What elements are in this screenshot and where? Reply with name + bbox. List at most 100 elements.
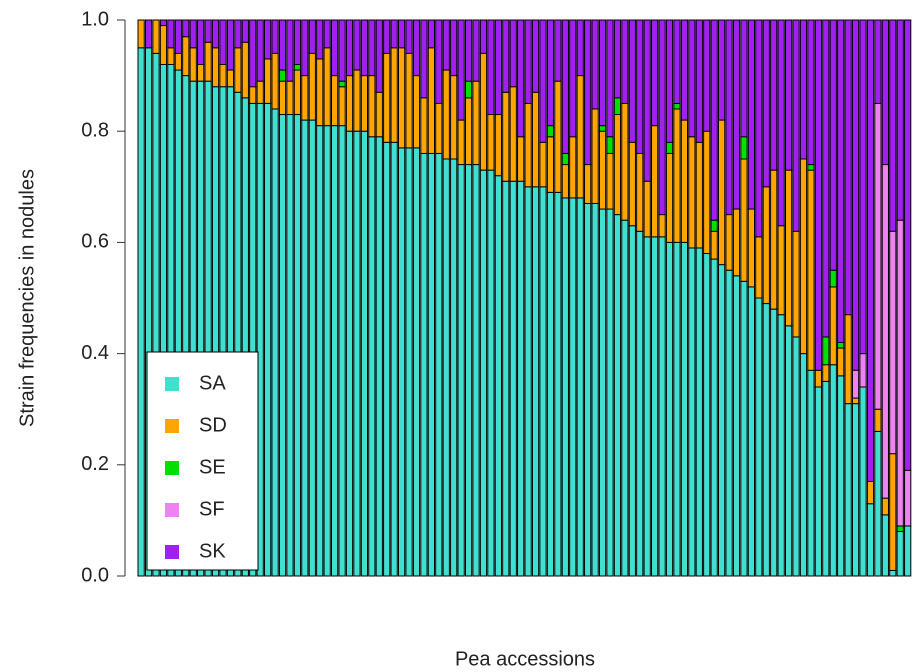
bar-segment (293, 19, 302, 65)
bar-segment (762, 303, 770, 577)
bar-segment (397, 147, 406, 577)
bar-segment (606, 136, 614, 154)
bar-segment (435, 19, 443, 104)
bar-segment (665, 152, 674, 243)
bar-segment (851, 397, 860, 405)
bar-segment (338, 80, 346, 88)
bar-segment (740, 19, 748, 138)
bar-segment (301, 119, 309, 577)
bar-segment (673, 102, 681, 110)
bar-segment (278, 114, 287, 577)
bar-segment (412, 75, 421, 149)
bar-segment (732, 275, 741, 577)
bar-segment (718, 119, 726, 266)
legend-label: SD (199, 414, 227, 436)
bar-segment (546, 125, 555, 138)
bar-segment (725, 269, 733, 577)
bar-segment (390, 19, 398, 49)
bar-segment (338, 19, 346, 82)
bar-segment (747, 208, 756, 288)
bar-segment (874, 408, 882, 432)
bar-segment (412, 19, 421, 77)
bar-segment (539, 186, 547, 577)
bar-segment (360, 19, 369, 77)
bar-segment (665, 241, 674, 577)
legend-label: SK (199, 540, 226, 562)
bar-segment (613, 19, 622, 99)
bar-segment (591, 202, 599, 577)
y-tick-label: 0.4 (81, 342, 109, 364)
bar-segment (673, 241, 681, 577)
bar-segment (502, 19, 510, 93)
bar-segment (822, 336, 830, 366)
bar-segment (576, 19, 584, 77)
bar-segment (770, 169, 778, 310)
bar-segment (442, 19, 450, 71)
bar-segment (264, 102, 272, 577)
bar-segment (390, 47, 398, 143)
bar-segment (323, 47, 331, 127)
bar-segment (859, 353, 867, 388)
bar-segment (837, 341, 845, 349)
bar-segment (464, 164, 473, 577)
bar-segment (807, 369, 815, 577)
bar-segment (517, 180, 525, 577)
bar-segment (189, 47, 197, 82)
bar-segment (665, 141, 674, 154)
bar-segment (554, 19, 562, 82)
bar-segment (718, 264, 726, 577)
bar-segment (278, 19, 287, 71)
bar-segment (137, 47, 145, 577)
bar-segment (591, 108, 599, 204)
bar-segment (703, 19, 711, 132)
legend-swatch (165, 545, 179, 559)
legend-swatch (165, 503, 179, 517)
bar-segment (896, 19, 904, 221)
bar-segment (524, 19, 532, 104)
y-tick-label: 0.8 (81, 119, 109, 141)
bar-segment (457, 164, 465, 577)
bar-segment (881, 497, 889, 516)
bar-segment (464, 80, 473, 99)
bar-segment (219, 63, 227, 88)
bar-segment (889, 569, 897, 577)
bar-segment (807, 164, 815, 171)
bar-segment (278, 69, 287, 82)
y-tick-label: 0.6 (81, 231, 109, 253)
bar-segment (851, 369, 860, 399)
bar-segment (531, 19, 540, 93)
bar-segment (598, 208, 607, 577)
bar-segment (353, 19, 361, 71)
bar-segment (197, 63, 205, 82)
bar-segment (554, 191, 562, 577)
bar-segment (844, 314, 852, 405)
bar-segment (219, 19, 227, 65)
bar-segment (375, 19, 383, 93)
bar-segment (144, 19, 153, 49)
bar-segment (293, 114, 302, 577)
bar-segment (703, 130, 711, 255)
bar-segment (331, 75, 339, 127)
bar-segment (487, 19, 495, 116)
bar-segment (353, 69, 361, 132)
bar-segment (613, 97, 622, 116)
bar-segment (784, 19, 793, 171)
bar-segment (308, 19, 316, 54)
y-tick-label: 0.0 (81, 564, 109, 586)
bar-segment (397, 19, 406, 49)
bar-segment (703, 253, 711, 577)
bar-segment (859, 19, 867, 355)
bar-segment (569, 197, 577, 577)
bar-segment (896, 525, 904, 533)
bar-segment (316, 58, 324, 127)
bar-segment (740, 136, 748, 160)
bar-segment (837, 375, 845, 577)
bar-segment (688, 136, 696, 249)
bar-segment (487, 169, 495, 577)
bar-segment (740, 158, 748, 282)
bar-segment (889, 19, 897, 232)
bar-segment (427, 47, 435, 154)
bar-segment (613, 214, 622, 577)
bar-segment (621, 102, 629, 221)
bar-segment (770, 19, 778, 171)
